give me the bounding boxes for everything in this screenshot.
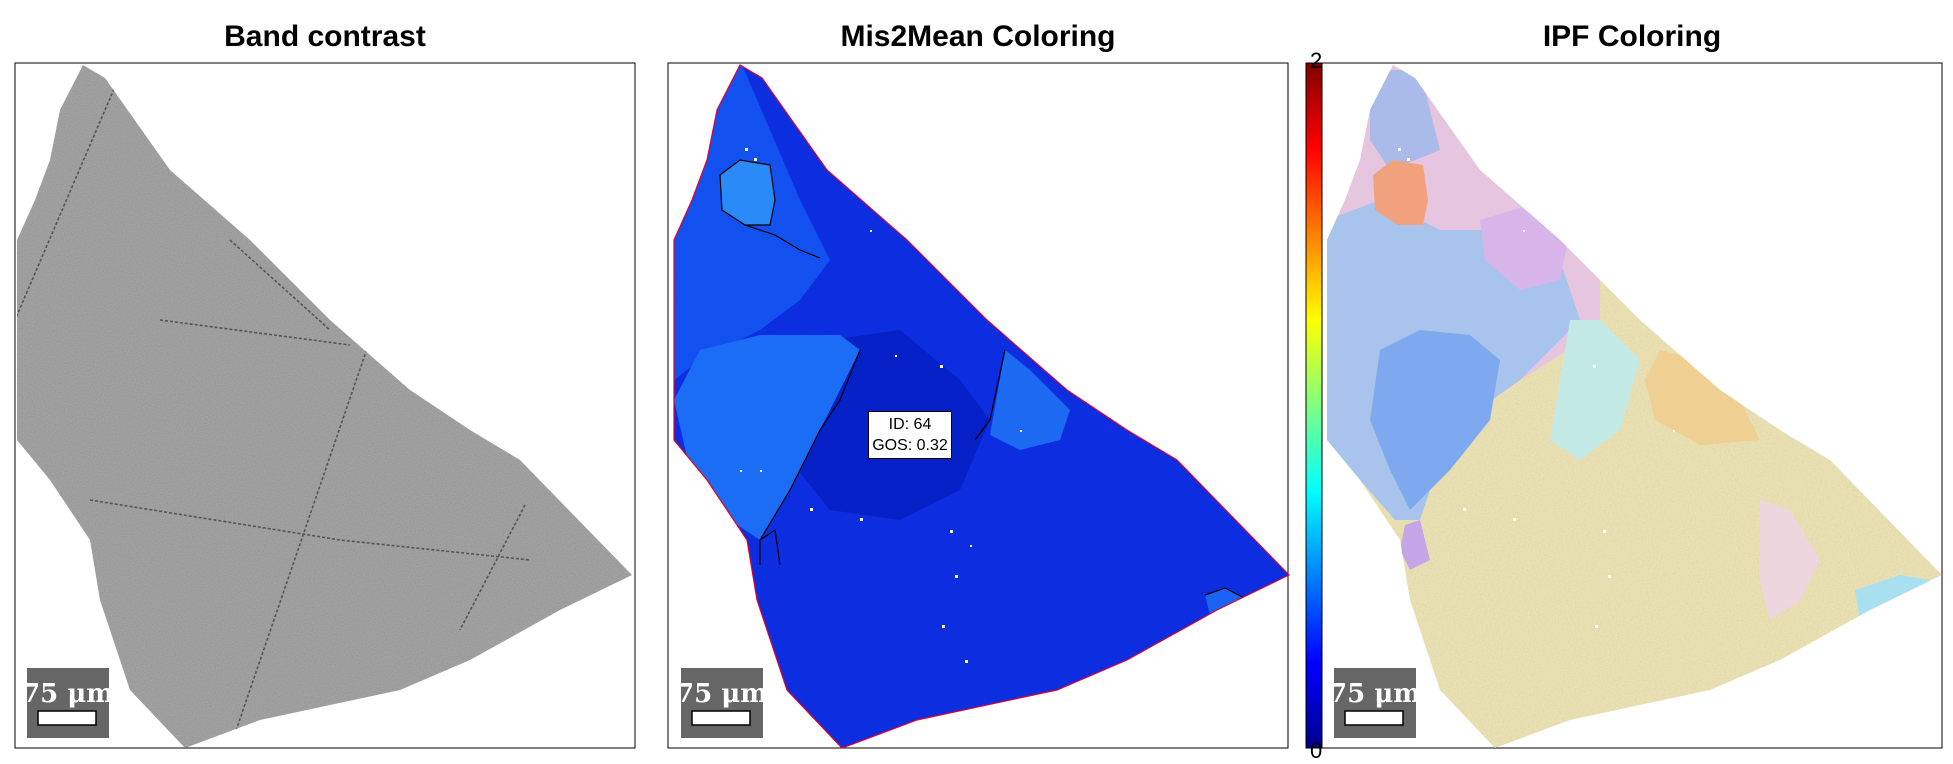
ipf-title: IPF Coloring	[1542, 20, 1722, 53]
grain-annotation: ID: 64 GOS: 0.32	[868, 411, 952, 459]
mis2mean-map-edge	[673, 64, 1291, 749]
mis2mean-grain-boundaries	[719, 159, 1249, 601]
grain-id-label: ID: 64	[888, 416, 932, 433]
colorbar-min-label: 0	[1310, 738, 1323, 763]
ipf-scalebar: 75 μm	[1329, 668, 1421, 738]
mis2mean-panel: 75 μm	[667, 62, 1291, 749]
ipf-scalebar-label: 75 μm	[1329, 679, 1421, 709]
ipf-specks	[1398, 148, 1675, 628]
band-contrast-boundaries	[17, 74, 531, 748]
band-contrast-panel: 75 μm	[14, 62, 636, 749]
colorbar-max-label: 2	[1310, 48, 1323, 73]
band-contrast-title: Band contrast	[224, 20, 426, 53]
mis2mean-scalebar-label: 75 μm	[676, 679, 768, 709]
band-contrast-map	[17, 65, 632, 748]
colorbar	[1305, 62, 1323, 749]
band-contrast-scalebar-label: 75 μm	[22, 679, 114, 709]
ipf-panel: 75 μm	[1321, 62, 1943, 749]
mis2mean-title: Mis2Mean Coloring	[840, 20, 1116, 53]
mis2mean-scalebar: 75 μm	[676, 668, 768, 738]
band-contrast-scalebar: 75 μm	[22, 668, 114, 738]
mis2mean-specks	[740, 148, 1022, 663]
grain-gos-label: GOS: 0.32	[872, 437, 948, 454]
